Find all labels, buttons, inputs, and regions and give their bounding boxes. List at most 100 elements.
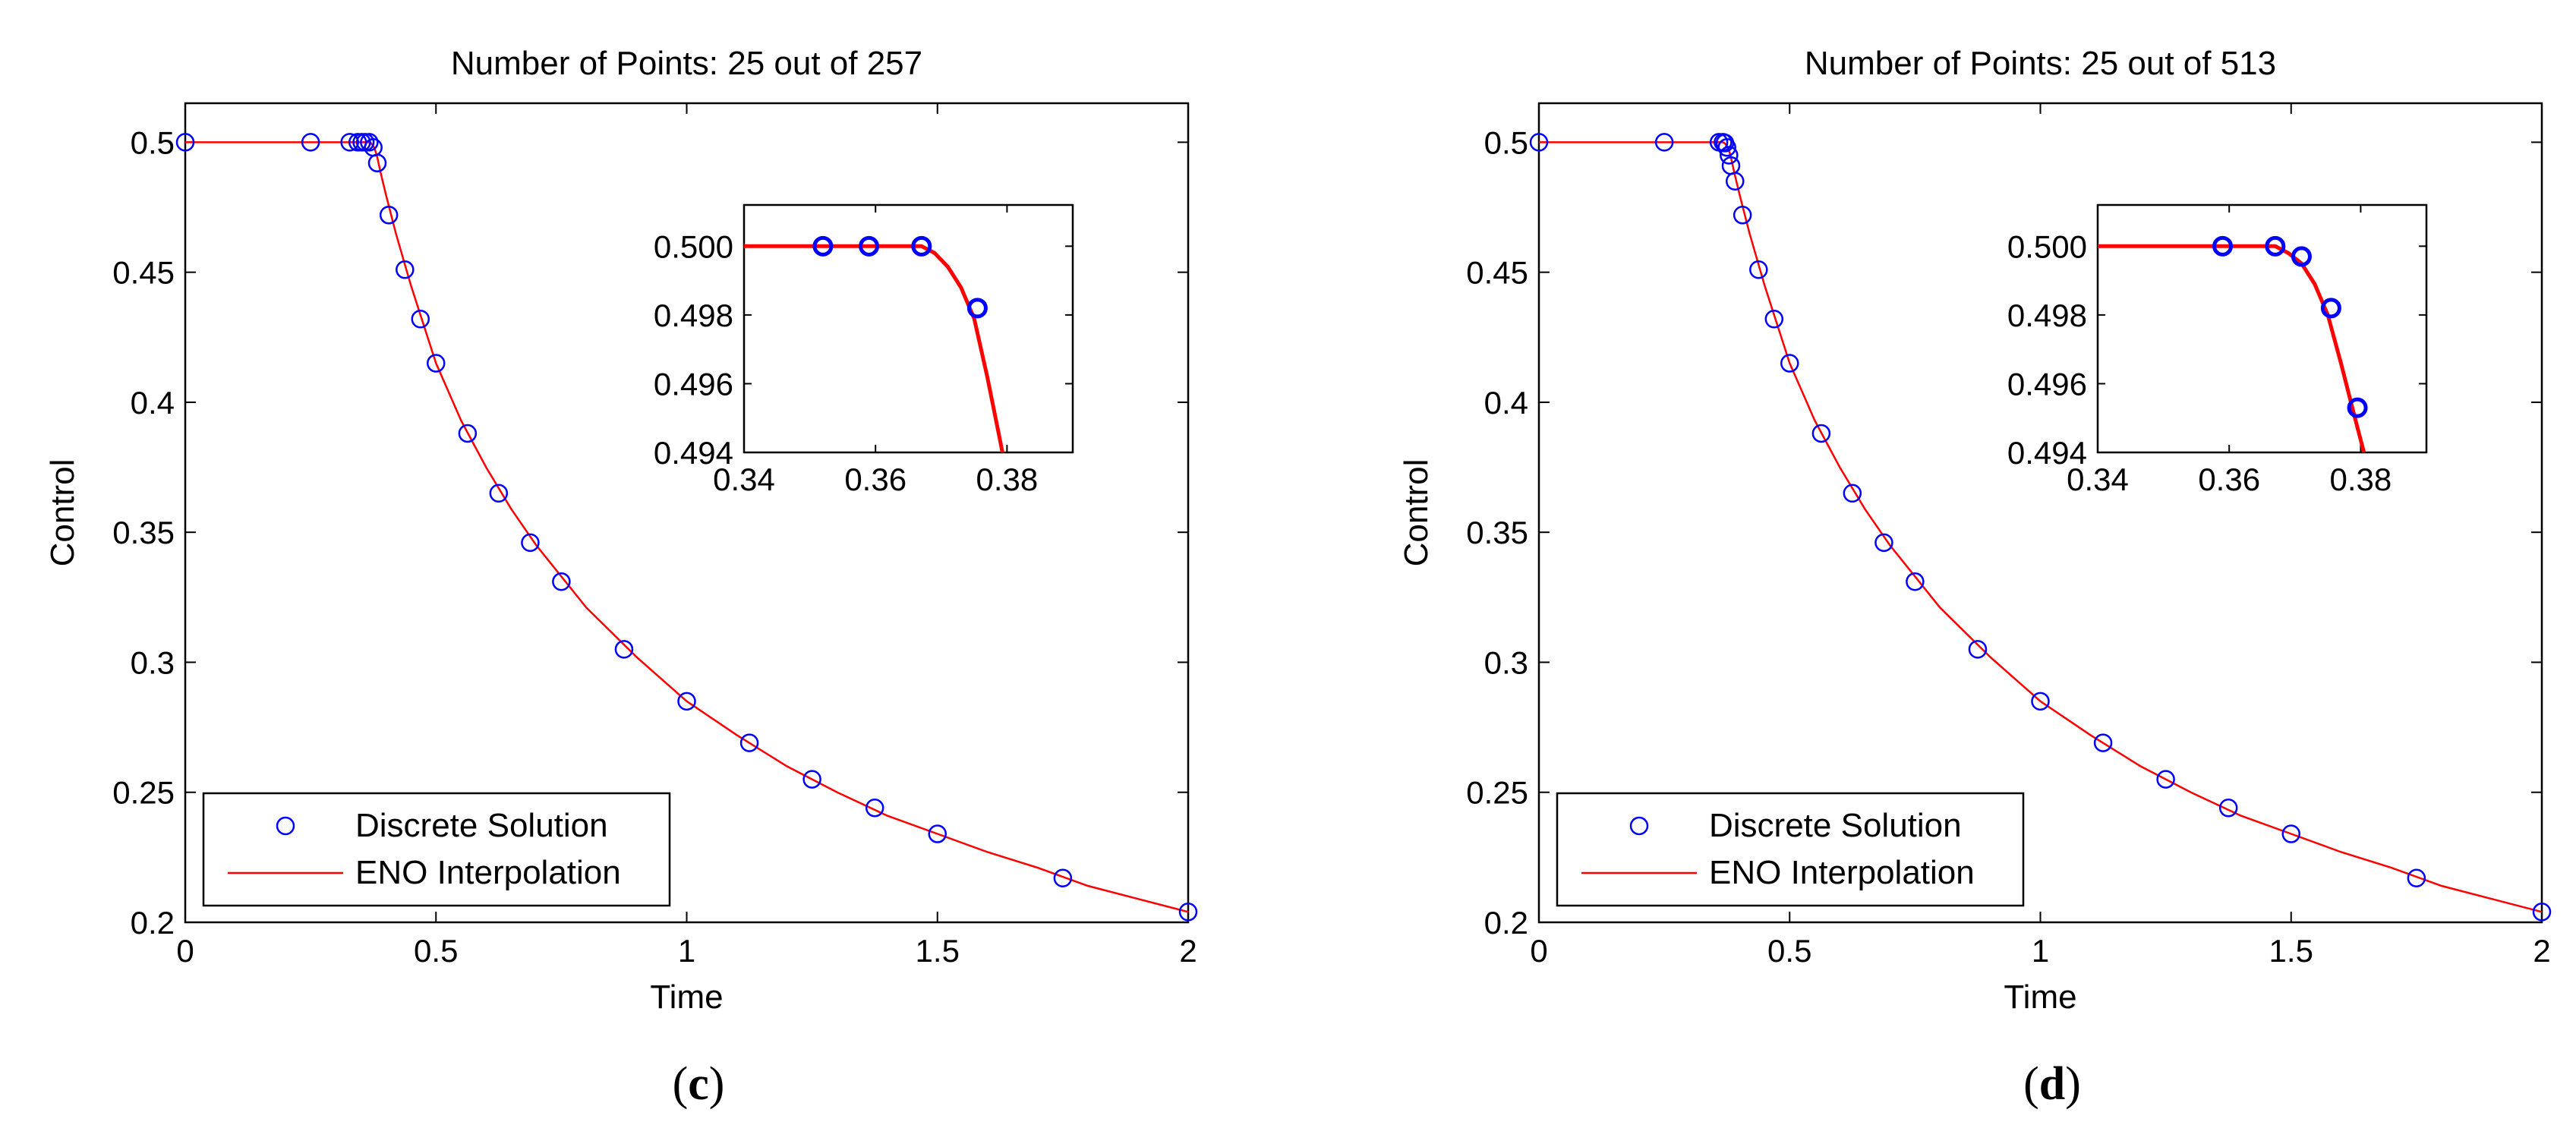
y-tick-label: 0.2 [131,905,175,941]
y-tick-label: 0.3 [1484,644,1528,680]
inset-discrete-point [2347,397,2368,418]
y-tick-label: 0.25 [1466,775,1528,811]
discrete-solution-point [1811,424,1831,443]
discrete-solution-point [427,354,446,373]
discrete-solution-point [677,692,696,711]
inset-discrete-point [2320,298,2341,319]
chart-panel: Number of Points: 25 out of 513 0 0.5 1 1.5 2… [1398,45,2552,1110]
discrete-solution-point [2532,903,2552,922]
caption-open-paren: ( [673,1058,689,1110]
discrete-solution-point [521,533,540,553]
x-axis-label: Time [650,978,723,1016]
inset-discrete-point [2212,235,2234,257]
discrete-solution-point [1780,354,1799,373]
y-axis-label: Control [1398,459,1435,567]
y-tick-label: 0.5 [131,124,175,160]
y-tick-label: 0.35 [1466,515,1528,550]
inset-y-tick-label: 0.494 [2007,435,2087,471]
inset-x-tick-label: 0.36 [844,462,906,497]
caption-open-paren: ( [2023,1058,2039,1110]
inset-discrete-point [859,235,880,257]
caption-letter: d [2039,1058,2065,1110]
x-tick-label: 2 [2533,933,2550,969]
discrete-solution-point [802,770,821,789]
discrete-solution-point [1053,868,1073,888]
x-tick-label: 0 [176,933,194,969]
inset-y-tick-label: 0.500 [2007,228,2087,264]
legend-box [202,792,671,907]
inset-y-tick-label: 0.500 [654,228,733,264]
discrete-solution-point [1968,640,1988,659]
x-tick-label: 1 [678,933,695,969]
discrete-solution-point [1720,146,1739,165]
chart-title: Number of Points: 25 out of 257 [451,45,922,82]
x-tick-label: 2 [1179,933,1197,969]
discrete-solution-point [379,206,399,225]
y-tick-label: 0.5 [1484,124,1528,160]
discrete-solution-point [1843,484,1862,503]
y-tick-label: 0.25 [112,775,175,811]
y-tick-label: 0.45 [112,255,175,291]
discrete-solution-point [301,133,320,152]
discrete-solution-point [1733,206,1752,225]
inset-y-tick-label: 0.498 [2007,298,2087,333]
x-tick-label: 1 [2032,933,2049,969]
inset-y-tick-label: 0.494 [654,435,733,471]
legend-label-discrete: Discrete Solution [355,807,608,844]
caption-close-paren: ) [709,1058,725,1110]
discrete-solution-point [2281,824,2300,843]
discrete-solution-point [2031,692,2050,711]
y-tick-label: 0.2 [1484,905,1528,941]
discrete-solution-point [739,733,759,752]
inset-y-tick-label: 0.496 [654,366,733,402]
y-tick-label: 0.3 [131,644,175,680]
inset-x-tick-label: 0.34 [2067,462,2129,497]
discrete-solution-point [396,260,415,279]
x-tick-label: 1.5 [916,933,960,969]
inset-discrete-point [2291,246,2312,267]
inset-frame [2096,203,2428,454]
y-tick-label: 0.35 [112,515,175,550]
inset-x-tick-label: 0.38 [976,462,1039,497]
discrete-solution-point [865,799,884,818]
discrete-solution-point [175,133,195,152]
y-axis-label: Control [44,459,81,567]
x-axis-label: Time [2004,978,2076,1016]
inset-x-tick-label: 0.38 [2330,462,2392,497]
x-tick-label: 0 [1530,933,1547,969]
legend-marker-icon [276,816,295,836]
inset-x-tick-label: 0.36 [2198,462,2260,497]
y-tick-label: 0.4 [131,385,175,421]
inset-discrete-point [2265,235,2286,257]
inset-y-tick-label: 0.496 [2007,366,2087,402]
y-tick-label: 0.4 [1484,385,1528,421]
x-tick-label: 0.5 [414,933,458,969]
chart-panel: Number of Points: 25 out of 257 0 0.5 1 1.5 2… [44,45,1198,1110]
inset-frame [743,203,1074,454]
inset-x-tick-label: 0.34 [713,462,775,497]
discrete-solution-point [928,824,947,843]
discrete-solution-point [1764,310,1784,329]
discrete-solution-point [1749,260,1768,279]
discrete-solution-point [1717,137,1736,157]
discrete-solution-point [458,424,478,443]
legend-label-eno: ENO Interpolation [1709,854,1975,891]
discrete-solution-point [1178,903,1198,922]
x-tick-label: 0.5 [1767,933,1811,969]
discrete-solution-point [360,133,379,152]
discrete-solution-point [2093,733,2113,752]
discrete-solution-point [2156,770,2175,789]
x-tick-label: 1.5 [2269,933,2313,969]
discrete-solution-point [1726,172,1745,191]
inset-eno-line [2098,244,2366,452]
discrete-solution-point [489,484,509,503]
discrete-solution-point [1654,133,1674,152]
chart-title: Number of Points: 25 out of 513 [1805,45,2276,82]
inset-discrete-point [966,298,988,319]
discrete-solution-point [411,310,430,329]
discrete-solution-point [2218,799,2238,818]
legend-label-discrete: Discrete Solution [1709,807,1962,844]
panel-caption: (d) [2023,1058,2081,1110]
inset-discrete-point [812,235,834,257]
